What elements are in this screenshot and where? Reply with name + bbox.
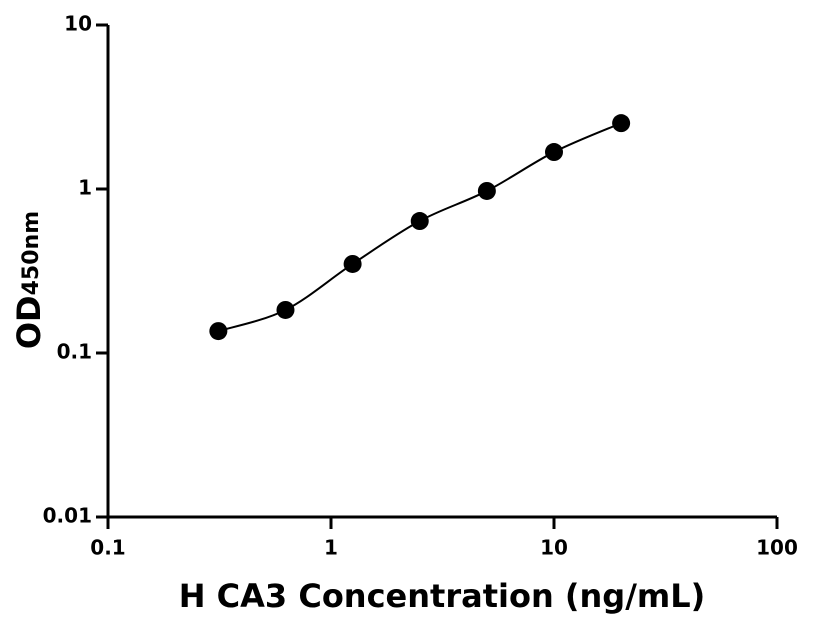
x-tick-label: 10	[540, 536, 568, 560]
y-tick-label: 10	[64, 12, 92, 36]
y-tick-label: 1	[78, 176, 92, 200]
y-tick-label: 0.01	[43, 504, 92, 528]
data-point	[343, 254, 362, 273]
data-point	[276, 300, 295, 319]
y-axis-label-sub: 450nm	[19, 211, 44, 296]
y-axis-label: OD450nm	[10, 211, 48, 349]
data-point	[410, 212, 429, 231]
data-point	[209, 322, 228, 341]
x-tick-label: 0.1	[90, 536, 125, 560]
x-axis-label: H CA3 Concentration (ng/mL)	[179, 577, 705, 615]
x-tick-label: 1	[324, 536, 338, 560]
y-tick-label: 0.1	[57, 340, 92, 364]
y-axis-label-main: OD	[10, 295, 48, 349]
x-tick-label: 100	[756, 536, 798, 560]
data-point	[545, 143, 563, 162]
data-point	[477, 181, 496, 200]
data-point	[612, 114, 631, 133]
